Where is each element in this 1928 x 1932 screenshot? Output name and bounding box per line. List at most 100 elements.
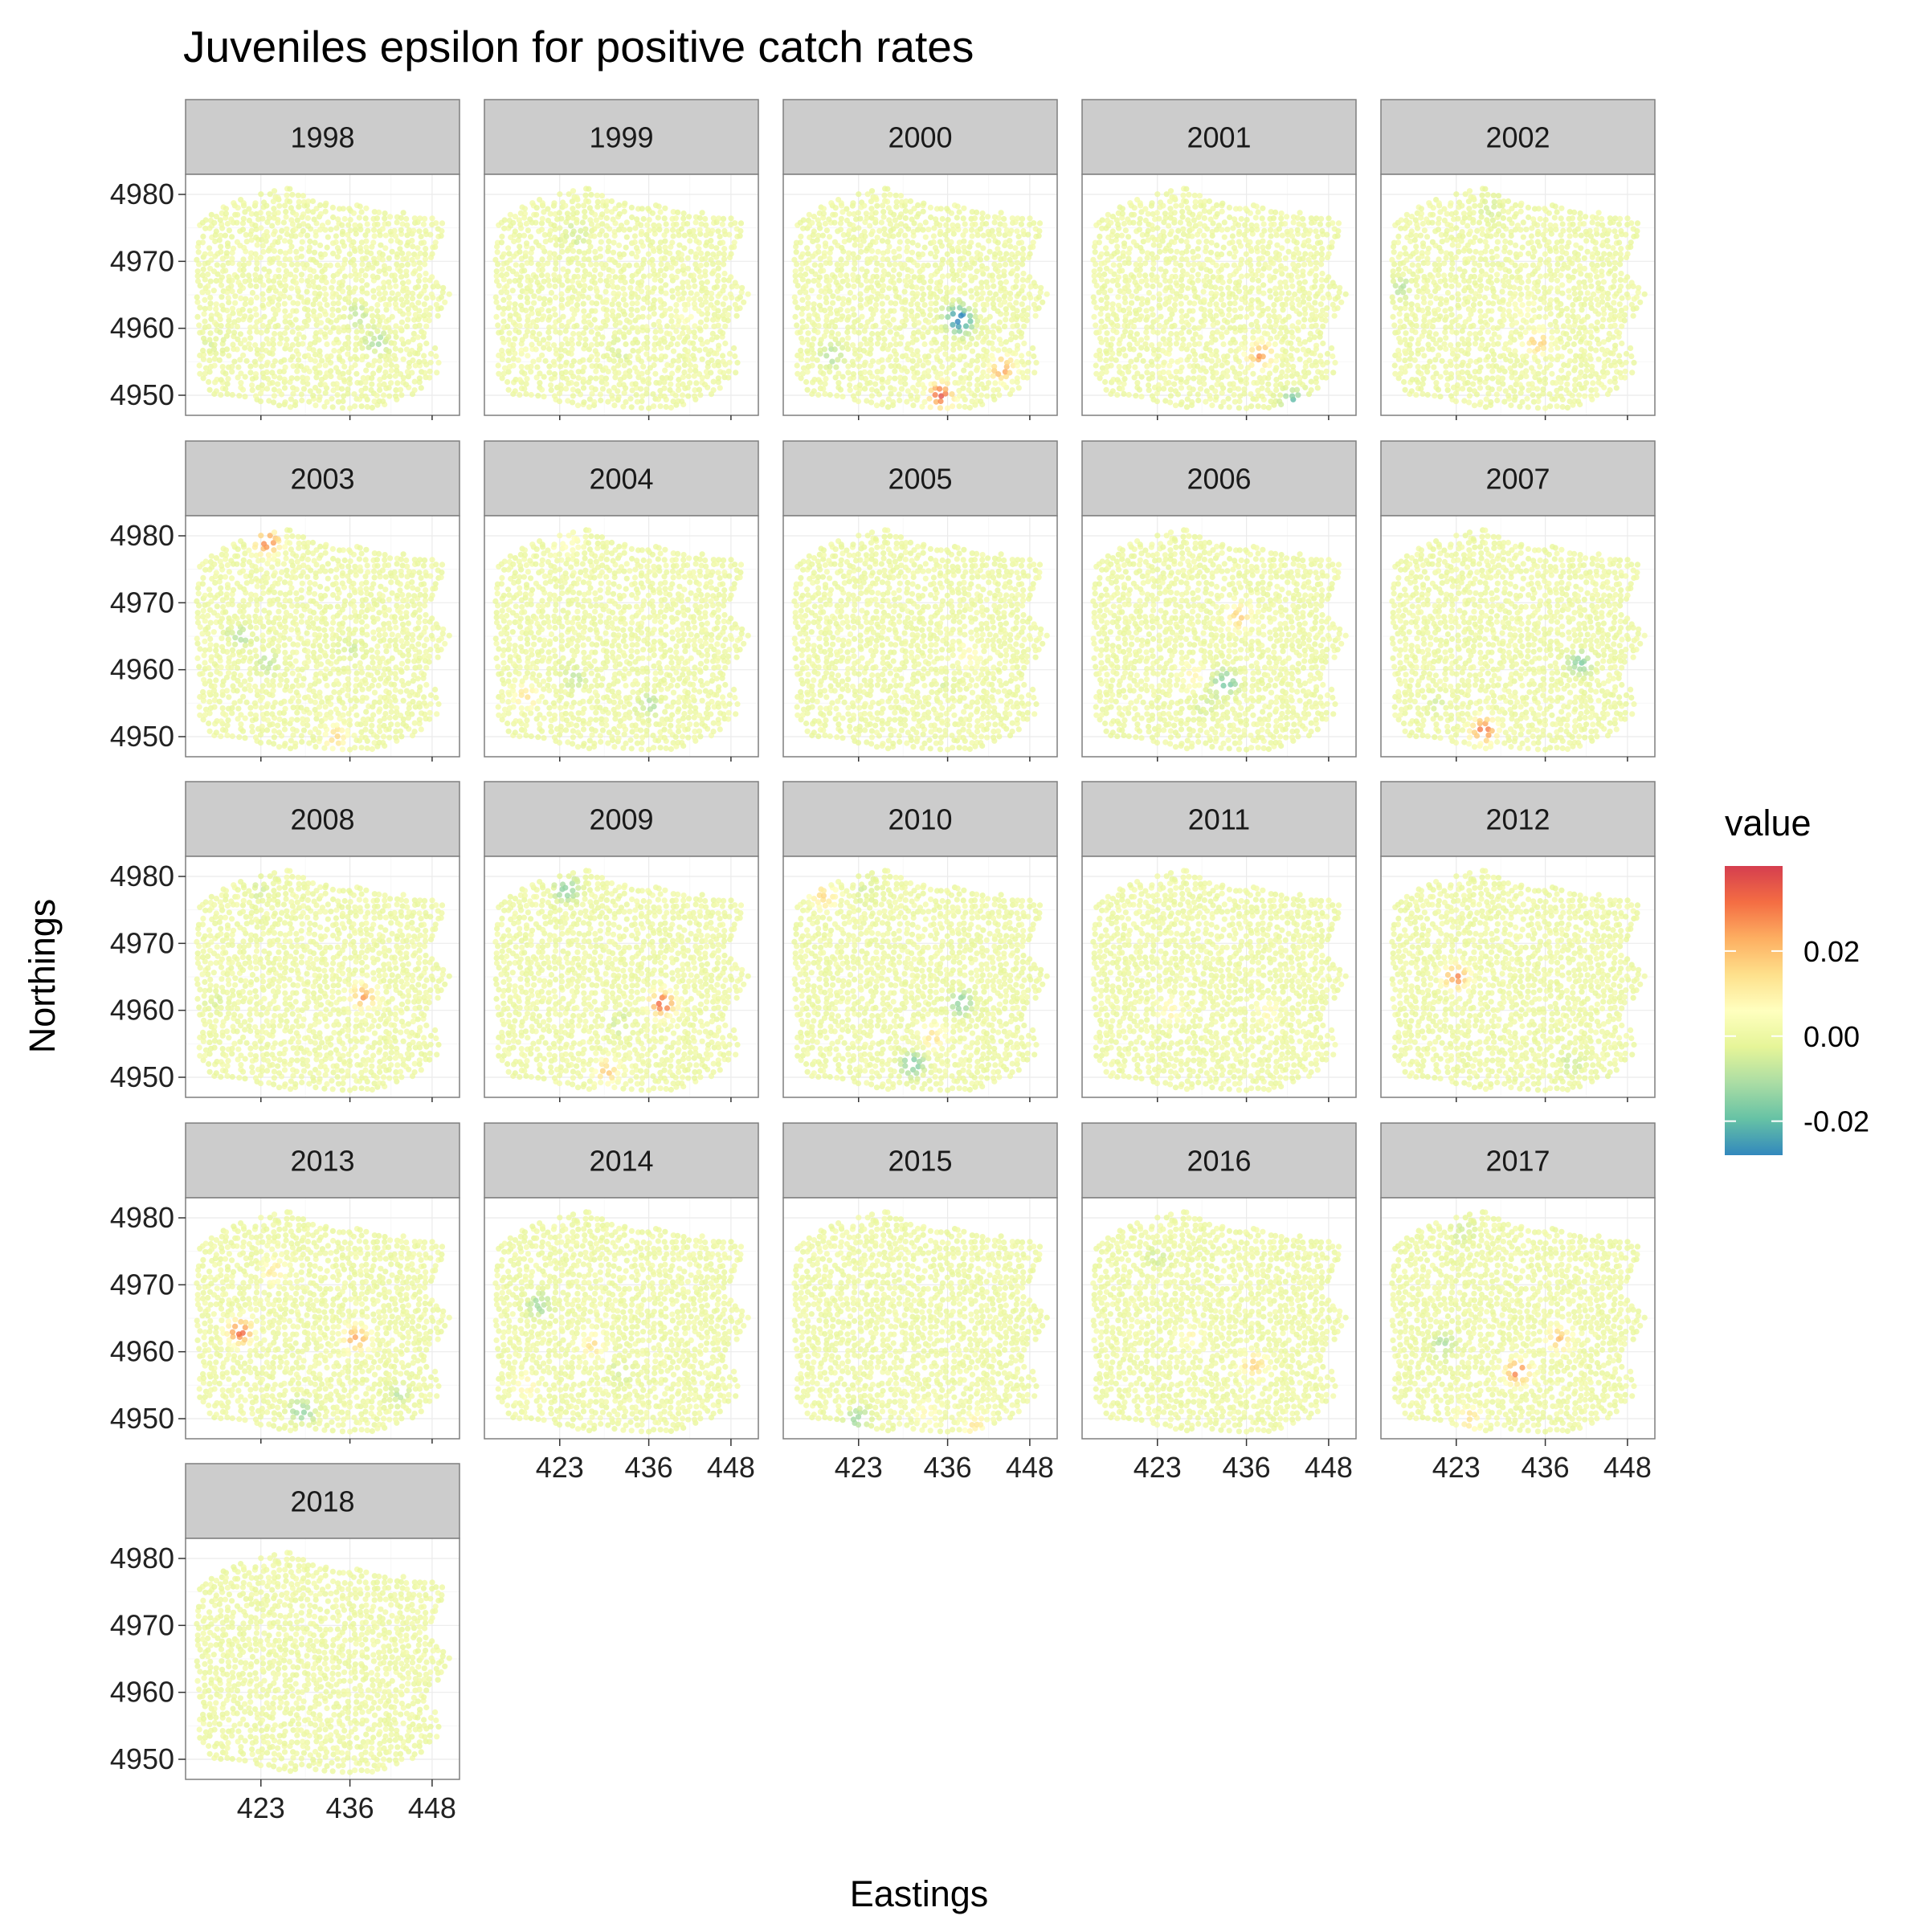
facet-panel-2000: 2000	[783, 100, 1057, 420]
data-point	[897, 398, 902, 403]
data-point	[1015, 273, 1020, 279]
data-point	[247, 283, 253, 288]
data-point	[1243, 285, 1248, 291]
data-point	[235, 337, 240, 342]
data-point	[609, 198, 615, 204]
data-point	[886, 217, 892, 223]
data-point	[667, 331, 672, 337]
data-point	[269, 223, 275, 229]
data-point	[1230, 292, 1236, 297]
plot-title: Juveniles epsilon for positive catch rat…	[183, 22, 974, 71]
data-point	[1167, 295, 1173, 300]
data-point	[968, 288, 974, 294]
data-point	[304, 381, 310, 386]
data-point	[1236, 229, 1242, 235]
data-point	[276, 203, 282, 209]
data-point	[1232, 216, 1237, 222]
data-point	[985, 374, 991, 379]
data-point	[1179, 365, 1185, 370]
data-point	[1242, 223, 1248, 228]
data-point	[1264, 387, 1270, 393]
data-point	[558, 382, 564, 388]
data-point	[593, 348, 598, 353]
data-point	[680, 284, 685, 290]
data-point	[848, 290, 853, 296]
data-point	[840, 374, 846, 380]
data-point	[627, 368, 632, 374]
data-point	[622, 201, 627, 206]
data-point	[1191, 376, 1196, 382]
data-point	[943, 345, 949, 351]
data-point	[646, 376, 652, 382]
data-point	[658, 268, 664, 273]
data-point	[827, 306, 833, 312]
data-point	[921, 341, 927, 347]
data-point	[737, 305, 743, 311]
data-point	[272, 331, 277, 337]
data-point	[1178, 219, 1183, 225]
data-point	[592, 268, 598, 273]
data-point	[974, 268, 979, 274]
data-point	[1128, 329, 1134, 335]
data-point	[393, 394, 398, 399]
data-point	[217, 357, 223, 363]
data-point	[433, 239, 439, 245]
data-point	[999, 357, 1004, 362]
data-point	[563, 229, 569, 235]
data-point	[223, 268, 228, 273]
data-point	[1178, 377, 1184, 382]
data-point	[891, 249, 897, 255]
data-point	[869, 386, 875, 392]
data-point	[322, 275, 328, 280]
data-point	[737, 294, 743, 300]
data-point	[570, 248, 576, 254]
data-point	[986, 380, 991, 386]
data-point	[696, 348, 702, 353]
data-point	[411, 228, 416, 234]
data-point	[722, 341, 728, 346]
data-point	[401, 357, 406, 362]
data-point	[800, 251, 806, 257]
data-point	[598, 254, 603, 259]
data-point	[970, 233, 975, 239]
data-point	[816, 323, 822, 329]
data-point	[1219, 209, 1225, 214]
data-point	[1190, 308, 1195, 314]
data-point	[1190, 212, 1195, 218]
data-point	[815, 392, 821, 398]
data-point	[391, 353, 397, 358]
data-point	[229, 364, 235, 370]
data-point	[1260, 291, 1266, 296]
data-point	[949, 246, 954, 251]
data-point	[639, 358, 644, 364]
data-point	[559, 296, 565, 302]
data-point	[1125, 234, 1131, 239]
data-point	[643, 324, 649, 329]
data-point	[1284, 296, 1289, 302]
data-point	[902, 233, 908, 239]
data-point	[872, 323, 878, 329]
data-point	[638, 386, 643, 392]
data-point	[527, 283, 533, 288]
data-point	[1097, 239, 1102, 245]
data-point	[345, 324, 350, 329]
data-point	[721, 301, 726, 307]
data-point	[439, 220, 445, 226]
data-point	[1031, 239, 1036, 245]
data-point	[991, 394, 996, 399]
data-point	[1186, 192, 1191, 198]
data-point	[801, 217, 807, 223]
data-point	[944, 285, 950, 291]
data-point	[1236, 279, 1242, 284]
data-point	[702, 286, 708, 292]
data-point	[1015, 260, 1020, 266]
data-point	[1149, 306, 1154, 312]
data-point	[893, 286, 898, 292]
data-point	[809, 342, 815, 348]
data-point	[594, 286, 599, 292]
data-point	[671, 358, 676, 364]
data-point	[539, 227, 545, 232]
data-point	[1227, 205, 1232, 210]
data-point	[211, 342, 217, 348]
